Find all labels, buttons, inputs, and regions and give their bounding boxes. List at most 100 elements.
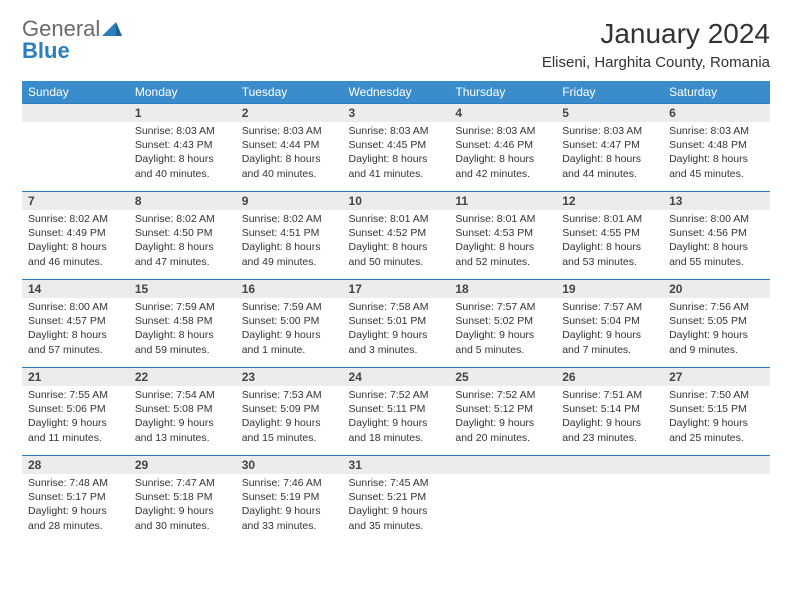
calendar-cell: 31Sunrise: 7:45 AMSunset: 5:21 PMDayligh… <box>343 456 450 544</box>
day-number: 13 <box>663 192 770 210</box>
page-header: General Blue January 2024 Eliseni, Hargh… <box>22 18 770 71</box>
calendar-cell: 8Sunrise: 8:02 AMSunset: 4:50 PMDaylight… <box>129 192 236 280</box>
day-details: Sunrise: 7:54 AMSunset: 5:08 PMDaylight:… <box>129 386 236 449</box>
calendar-cell: 25Sunrise: 7:52 AMSunset: 5:12 PMDayligh… <box>449 368 556 456</box>
calendar-cell: 20Sunrise: 7:56 AMSunset: 5:05 PMDayligh… <box>663 280 770 368</box>
calendar-cell: 14Sunrise: 8:00 AMSunset: 4:57 PMDayligh… <box>22 280 129 368</box>
calendar-head: SundayMondayTuesdayWednesdayThursdayFrid… <box>22 81 770 104</box>
day-details: Sunrise: 8:03 AMSunset: 4:45 PMDaylight:… <box>343 122 450 185</box>
weekday-header: Monday <box>129 81 236 104</box>
brand-logo: General Blue <box>22 18 122 62</box>
calendar-cell: 21Sunrise: 7:55 AMSunset: 5:06 PMDayligh… <box>22 368 129 456</box>
calendar-week-row: 1Sunrise: 8:03 AMSunset: 4:43 PMDaylight… <box>22 104 770 192</box>
day-number: 4 <box>449 104 556 122</box>
day-details: Sunrise: 7:58 AMSunset: 5:01 PMDaylight:… <box>343 298 450 361</box>
calendar-week-row: 7Sunrise: 8:02 AMSunset: 4:49 PMDaylight… <box>22 192 770 280</box>
weekday-header: Friday <box>556 81 663 104</box>
calendar-cell <box>22 104 129 192</box>
calendar-cell: 16Sunrise: 7:59 AMSunset: 5:00 PMDayligh… <box>236 280 343 368</box>
calendar-cell: 27Sunrise: 7:50 AMSunset: 5:15 PMDayligh… <box>663 368 770 456</box>
day-number: 24 <box>343 368 450 386</box>
calendar-cell: 9Sunrise: 8:02 AMSunset: 4:51 PMDaylight… <box>236 192 343 280</box>
calendar-cell: 29Sunrise: 7:47 AMSunset: 5:18 PMDayligh… <box>129 456 236 544</box>
day-details: Sunrise: 8:00 AMSunset: 4:57 PMDaylight:… <box>22 298 129 361</box>
day-details: Sunrise: 8:02 AMSunset: 4:51 PMDaylight:… <box>236 210 343 273</box>
calendar-cell <box>556 456 663 544</box>
day-details: Sunrise: 7:45 AMSunset: 5:21 PMDaylight:… <box>343 474 450 537</box>
day-number: 1 <box>129 104 236 122</box>
calendar-cell: 6Sunrise: 8:03 AMSunset: 4:48 PMDaylight… <box>663 104 770 192</box>
day-number-empty <box>22 104 129 122</box>
calendar-cell: 26Sunrise: 7:51 AMSunset: 5:14 PMDayligh… <box>556 368 663 456</box>
day-details: Sunrise: 7:57 AMSunset: 5:02 PMDaylight:… <box>449 298 556 361</box>
calendar-cell: 3Sunrise: 8:03 AMSunset: 4:45 PMDaylight… <box>343 104 450 192</box>
day-number: 29 <box>129 456 236 474</box>
day-details: Sunrise: 8:03 AMSunset: 4:44 PMDaylight:… <box>236 122 343 185</box>
day-details: Sunrise: 7:46 AMSunset: 5:19 PMDaylight:… <box>236 474 343 537</box>
day-details: Sunrise: 8:03 AMSunset: 4:47 PMDaylight:… <box>556 122 663 185</box>
day-number: 8 <box>129 192 236 210</box>
day-number: 10 <box>343 192 450 210</box>
calendar-cell: 5Sunrise: 8:03 AMSunset: 4:47 PMDaylight… <box>556 104 663 192</box>
calendar-week-row: 21Sunrise: 7:55 AMSunset: 5:06 PMDayligh… <box>22 368 770 456</box>
day-number: 23 <box>236 368 343 386</box>
day-details: Sunrise: 7:48 AMSunset: 5:17 PMDaylight:… <box>22 474 129 537</box>
weekday-header: Tuesday <box>236 81 343 104</box>
calendar-cell: 15Sunrise: 7:59 AMSunset: 4:58 PMDayligh… <box>129 280 236 368</box>
calendar-cell: 10Sunrise: 8:01 AMSunset: 4:52 PMDayligh… <box>343 192 450 280</box>
day-number-empty <box>449 456 556 474</box>
day-number: 25 <box>449 368 556 386</box>
day-number: 14 <box>22 280 129 298</box>
calendar-cell: 24Sunrise: 7:52 AMSunset: 5:11 PMDayligh… <box>343 368 450 456</box>
day-details: Sunrise: 8:01 AMSunset: 4:52 PMDaylight:… <box>343 210 450 273</box>
brand-sail-icon <box>102 18 122 40</box>
day-details: Sunrise: 8:01 AMSunset: 4:53 PMDaylight:… <box>449 210 556 273</box>
day-number: 12 <box>556 192 663 210</box>
calendar-cell: 17Sunrise: 7:58 AMSunset: 5:01 PMDayligh… <box>343 280 450 368</box>
calendar-cell: 28Sunrise: 7:48 AMSunset: 5:17 PMDayligh… <box>22 456 129 544</box>
day-number: 6 <box>663 104 770 122</box>
calendar-cell <box>663 456 770 544</box>
calendar-cell: 30Sunrise: 7:46 AMSunset: 5:19 PMDayligh… <box>236 456 343 544</box>
day-number: 17 <box>343 280 450 298</box>
calendar-body: 1Sunrise: 8:03 AMSunset: 4:43 PMDaylight… <box>22 104 770 544</box>
location-text: Eliseni, Harghita County, Romania <box>542 54 770 71</box>
day-number: 5 <box>556 104 663 122</box>
calendar-cell: 2Sunrise: 8:03 AMSunset: 4:44 PMDaylight… <box>236 104 343 192</box>
day-number: 21 <box>22 368 129 386</box>
calendar-cell <box>449 456 556 544</box>
calendar-cell: 4Sunrise: 8:03 AMSunset: 4:46 PMDaylight… <box>449 104 556 192</box>
weekday-header: Wednesday <box>343 81 450 104</box>
weekday-header: Sunday <box>22 81 129 104</box>
calendar-cell: 7Sunrise: 8:02 AMSunset: 4:49 PMDaylight… <box>22 192 129 280</box>
day-number: 19 <box>556 280 663 298</box>
calendar-table: SundayMondayTuesdayWednesdayThursdayFrid… <box>22 81 770 544</box>
day-number: 9 <box>236 192 343 210</box>
day-details: Sunrise: 7:52 AMSunset: 5:12 PMDaylight:… <box>449 386 556 449</box>
month-title: January 2024 <box>542 18 770 50</box>
brand-text: General Blue <box>22 18 122 62</box>
weekday-header: Thursday <box>449 81 556 104</box>
day-details: Sunrise: 7:55 AMSunset: 5:06 PMDaylight:… <box>22 386 129 449</box>
day-details: Sunrise: 7:50 AMSunset: 5:15 PMDaylight:… <box>663 386 770 449</box>
calendar-week-row: 28Sunrise: 7:48 AMSunset: 5:17 PMDayligh… <box>22 456 770 544</box>
calendar-cell: 23Sunrise: 7:53 AMSunset: 5:09 PMDayligh… <box>236 368 343 456</box>
day-details: Sunrise: 8:00 AMSunset: 4:56 PMDaylight:… <box>663 210 770 273</box>
day-details: Sunrise: 7:51 AMSunset: 5:14 PMDaylight:… <box>556 386 663 449</box>
day-details: Sunrise: 7:53 AMSunset: 5:09 PMDaylight:… <box>236 386 343 449</box>
day-number: 20 <box>663 280 770 298</box>
calendar-cell: 22Sunrise: 7:54 AMSunset: 5:08 PMDayligh… <box>129 368 236 456</box>
day-number-empty <box>663 456 770 474</box>
calendar-cell: 12Sunrise: 8:01 AMSunset: 4:55 PMDayligh… <box>556 192 663 280</box>
day-number: 16 <box>236 280 343 298</box>
day-number: 28 <box>22 456 129 474</box>
calendar-cell: 18Sunrise: 7:57 AMSunset: 5:02 PMDayligh… <box>449 280 556 368</box>
day-number: 31 <box>343 456 450 474</box>
brand-part2: Blue <box>22 38 70 63</box>
day-number-empty <box>556 456 663 474</box>
day-details: Sunrise: 7:59 AMSunset: 4:58 PMDaylight:… <box>129 298 236 361</box>
day-details: Sunrise: 8:01 AMSunset: 4:55 PMDaylight:… <box>556 210 663 273</box>
day-details: Sunrise: 7:56 AMSunset: 5:05 PMDaylight:… <box>663 298 770 361</box>
day-details: Sunrise: 8:03 AMSunset: 4:46 PMDaylight:… <box>449 122 556 185</box>
title-block: January 2024 Eliseni, Harghita County, R… <box>542 18 770 71</box>
